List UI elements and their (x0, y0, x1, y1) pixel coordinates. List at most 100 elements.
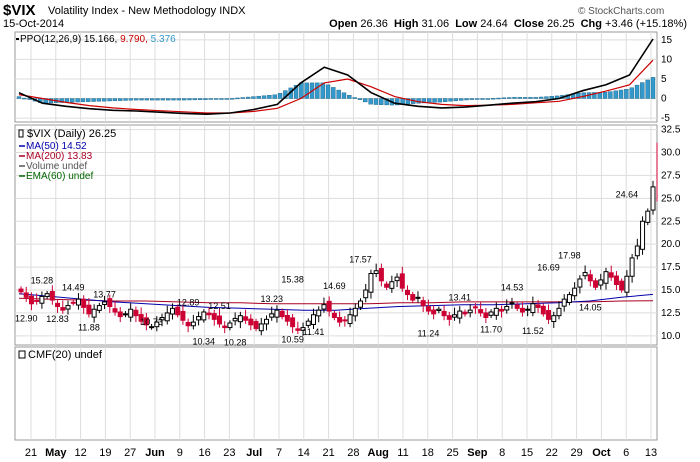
ppo-histogram-bar (118, 98, 123, 101)
close-value: 26.25 (546, 18, 575, 30)
candle-body (122, 313, 128, 316)
ppo-histogram-bar (528, 97, 533, 99)
high-value: 31.06 (421, 18, 450, 30)
candle-body (358, 300, 364, 308)
candle-body (650, 186, 656, 211)
candle-body (389, 281, 395, 289)
ppo-histogram-bar (405, 98, 411, 105)
candle-body (420, 300, 426, 307)
candle-body (112, 308, 118, 313)
x-tick-label: 29 (570, 447, 582, 459)
ppo-histogram-bar (240, 97, 245, 99)
open-value: 26.36 (360, 18, 388, 30)
candle-body (483, 312, 489, 318)
candle-body (488, 311, 494, 316)
candle-body (149, 326, 155, 329)
ppo-histogram-bar (245, 96, 251, 99)
candle-body (331, 312, 337, 318)
ppo-histogram-bar (645, 79, 650, 99)
candle-body (39, 295, 45, 304)
ppo-y-tick: 5 (661, 74, 667, 85)
price-value-label: 14.49 (62, 283, 85, 293)
ppo-histogram-bar (325, 84, 331, 99)
candle-body (478, 309, 484, 314)
candle-body (180, 310, 186, 321)
candle-body (405, 289, 411, 296)
high-label: High (394, 18, 419, 30)
candle-body (274, 309, 280, 318)
candle-body (472, 306, 478, 309)
candle-body (70, 301, 76, 304)
ppo-histogram-bar (176, 98, 182, 101)
price-y-tick: 32.5 (661, 125, 681, 136)
candle-body (91, 308, 97, 318)
candle-body (373, 270, 379, 274)
ppo-histogram-bar (293, 85, 299, 99)
ppo-histogram-bar (331, 87, 336, 99)
panel-frame-2 (14, 346, 658, 441)
x-tick-label: 13 (645, 447, 657, 459)
ppo-histogram-bar (533, 97, 538, 99)
exchange: INDX (219, 5, 246, 17)
quote-date: 15-Oct-2014 (3, 18, 65, 30)
ppo-histogram-bar (496, 97, 501, 100)
ppo-histogram-bar (102, 98, 107, 102)
candle-body (394, 276, 400, 282)
candle-body (44, 293, 50, 297)
ppo-histogram-bar (165, 98, 171, 101)
ppo-histogram-bar (437, 98, 443, 103)
legend-ema60: EMA(60) undef (26, 171, 93, 182)
candle-body (551, 315, 557, 323)
ppo-histogram-bar (181, 98, 187, 101)
candle-body (300, 327, 306, 331)
price-y-tick: 12.5 (661, 308, 681, 319)
candle-body (347, 314, 353, 325)
price-value-label: 16.69 (537, 263, 560, 273)
chg-label: Chg (580, 18, 602, 30)
ppo-histogram-bar (96, 98, 102, 102)
ppo-histogram-bar (315, 82, 320, 99)
x-tick-label: 28 (347, 447, 359, 459)
quote-row: 15-Oct-2014 Open 26.36 High 31.06 Low 24… (0, 18, 700, 32)
candle-body (81, 298, 87, 308)
ppo-line (18, 38, 654, 116)
x-tick-label: Jun (145, 447, 165, 459)
ppo-histogram-bar (522, 97, 528, 99)
ppo-histogram-bar (219, 98, 224, 100)
price-legend-swatch (18, 129, 24, 138)
ppo-histogram-bar (16, 96, 22, 99)
candle-body (96, 305, 102, 311)
x-tick-label: 15 (521, 447, 533, 459)
candle-body (75, 298, 81, 306)
x-tick-label: 22 (546, 447, 558, 459)
candle-body (128, 308, 134, 318)
ppo-histogram-bar (395, 98, 400, 106)
candle-body (540, 305, 546, 315)
ma50-line (18, 293, 654, 311)
candle-body (316, 309, 322, 317)
candle-body (425, 306, 431, 312)
ppo-histogram-bar (267, 95, 272, 99)
open-label: Open (329, 18, 358, 30)
price-value-label: 17.57 (349, 254, 372, 264)
candle-body (593, 280, 599, 288)
ppo-histogram-bar (256, 95, 261, 99)
ppo-signal-line (18, 59, 654, 114)
ppo-legend-hist: 5.376 (151, 34, 176, 45)
ppo-histogram-bar (469, 98, 475, 100)
ppo-histogram-bar (123, 98, 128, 101)
candle-body (222, 325, 228, 329)
candle-body (305, 320, 311, 326)
price-value-label: 24.64 (616, 190, 639, 200)
candle-body (342, 319, 348, 322)
ppo-histogram-bar (459, 98, 464, 101)
x-tick-label: Aug (368, 447, 389, 459)
ppo-histogram-bar (432, 98, 437, 103)
candle-body (169, 307, 175, 315)
candle-body (206, 312, 212, 316)
ppo-histogram-bar (464, 98, 469, 101)
x-tick-label: May (45, 447, 67, 459)
panel-frame-1 (14, 124, 658, 346)
ppo-histogram-bar (59, 98, 64, 103)
candle-body (608, 272, 614, 278)
